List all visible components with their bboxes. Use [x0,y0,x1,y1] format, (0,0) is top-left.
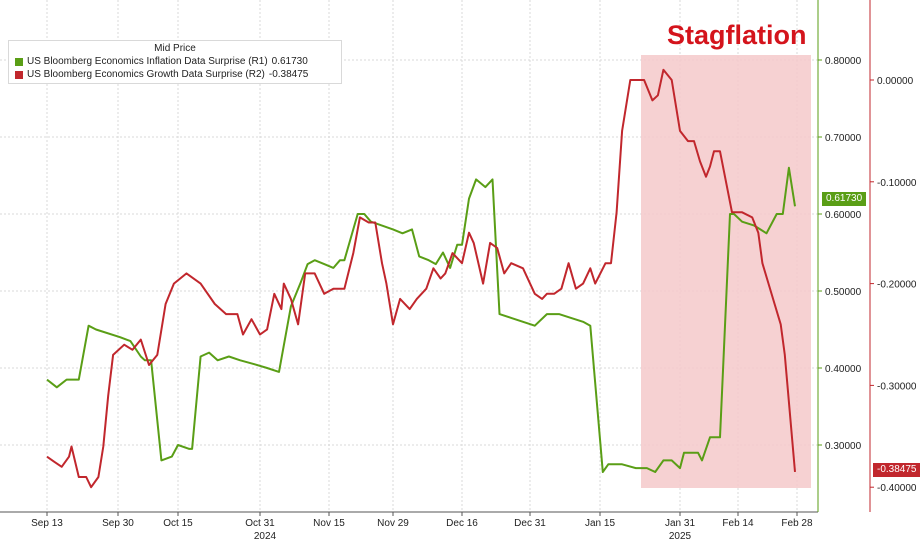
x-tick-label: Feb 28 [781,518,813,529]
x-tick-label: Oct 15 [163,518,193,529]
r2-tick-label: -0.20000 [877,280,917,291]
r2-tick-label: -0.40000 [877,483,917,494]
x-year-label: 2025 [669,531,692,542]
x-tick-label: Sep 30 [102,518,134,529]
x-tick-label: Dec 16 [446,518,478,529]
r1-tick-label: 0.70000 [825,133,862,144]
legend-label-inflation: US Bloomberg Economics Inflation Data Su… [27,56,268,67]
stagflation-annotation: Stagflation [667,20,807,50]
stagflation-shaded-region [641,55,811,488]
x-tick-label: Feb 14 [722,518,754,529]
x-tick-label: Jan 15 [585,518,615,529]
x-tick-label: Oct 31 [245,518,275,529]
last-value-tag-growth: -0.38475 [873,463,921,477]
legend-entry-growth: US Bloomberg Economics Growth Data Surpr… [15,69,308,80]
x-tick-label: Sep 13 [31,518,63,529]
x-tick-label: Nov 29 [377,518,409,529]
r1-tick-label: 0.40000 [825,364,862,375]
legend-value-inflation: 0.61730 [271,56,308,67]
r2-tick-label: -0.30000 [877,381,917,392]
r1-tick-label: 0.50000 [825,287,862,298]
r1-tick-label: 0.60000 [825,210,862,221]
r2-tick-label: 0.00000 [877,76,914,87]
axes [0,0,871,513]
series-layer [46,68,796,489]
x-tick-label: Dec 31 [514,518,546,529]
series-line-growth [46,68,796,489]
x-tick-label: Jan 31 [665,518,695,529]
right-axis-2-ticks: 0.00000 -0.10000 -0.20000 -0.30000 -0.40000 [870,76,917,494]
legend-value-growth: -0.38475 [268,69,309,80]
x-tick-label: Nov 15 [313,518,345,529]
legend-header: Mid Price [154,43,196,54]
legend-entry-inflation: US Bloomberg Economics Inflation Data Su… [15,56,308,67]
x-axis-ticks: Sep 13 Sep 30 Oct 15 Oct 31 Nov 15 Nov 29 Dec … [31,512,813,542]
legend: Mid Price US Bloomberg Economics Inflati… [8,40,342,84]
series-line-inflation [46,166,796,473]
legend-label-growth: US Bloomberg Economics Growth Data Surpr… [27,69,265,80]
legend-swatch-inflation [15,57,23,66]
r1-tick-label: 0.80000 [825,56,862,67]
r1-tick-label: 0.30000 [825,441,862,452]
r2-tick-label: -0.10000 [877,178,917,189]
x-year-label: 2024 [254,531,277,542]
right-axis-1-ticks: 0.80000 0.70000 0.60000 0.50000 0.40000 0.300… [818,56,862,452]
last-value-tag-inflation: 0.61730 [822,192,867,206]
legend-swatch-growth [15,70,23,79]
